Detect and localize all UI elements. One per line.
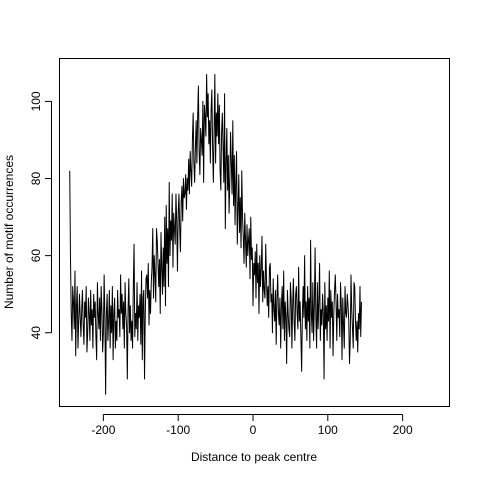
x-tick-label: 0	[250, 423, 257, 437]
x-tick-label: -100	[166, 423, 190, 437]
y-tick-label: 40	[29, 326, 43, 340]
y-tick-label: 60	[29, 249, 43, 263]
y-axis-label: Number of motif occurrences	[2, 155, 16, 309]
y-tick-label: 80	[29, 172, 43, 186]
data-layer	[69, 73, 362, 395]
plot-frame	[59, 58, 450, 407]
y-tick-label: 100	[29, 91, 43, 111]
series-line-0	[69, 73, 362, 395]
x-axis-label: Distance to peak centre	[191, 450, 317, 464]
y-axis: 40 60 80 100	[29, 91, 52, 339]
x-axis: -200 -100 0 100 200	[91, 414, 413, 437]
x-tick-label: 100	[318, 423, 338, 437]
x-tick-label: -200	[91, 423, 115, 437]
x-tick-label: 200	[393, 423, 413, 437]
